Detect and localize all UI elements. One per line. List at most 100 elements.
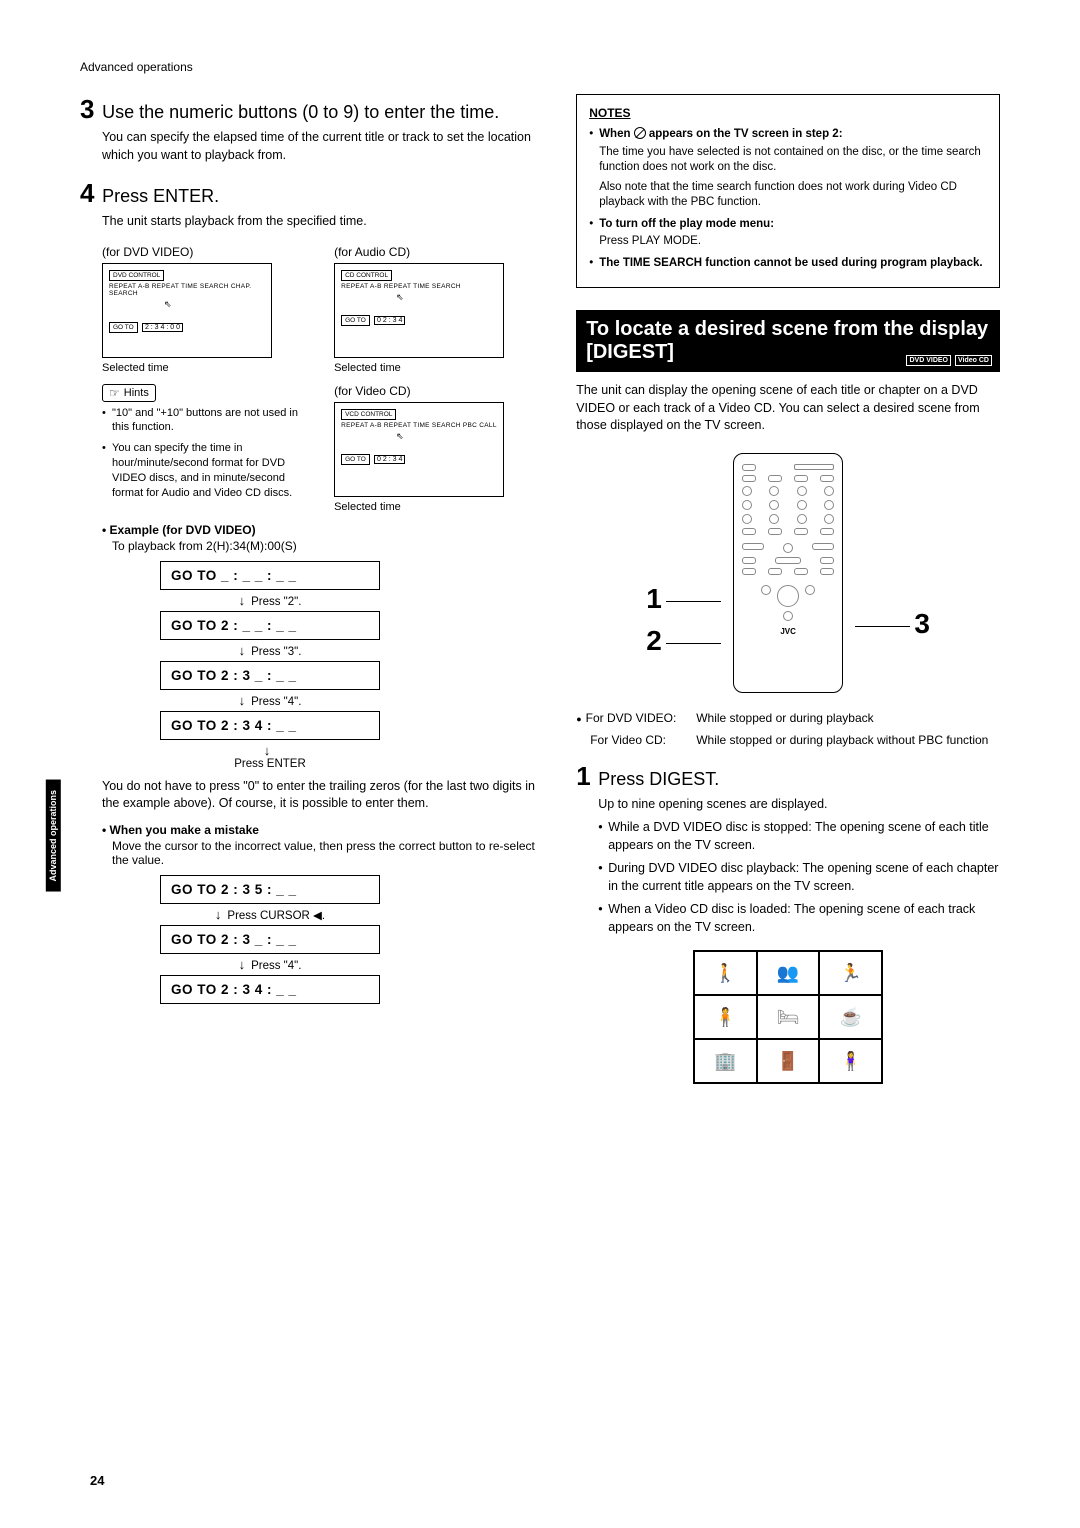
remote-diagram: 1 2 3 JVC <box>576 453 1000 693</box>
scene-cell-icon: 🧍 <box>694 995 757 1039</box>
osd-video-label: (for Video CD) <box>334 384 546 398</box>
goto-box: GO TO 2 : 3 5 : _ _ <box>160 875 380 904</box>
scene-cell-icon: 🏢 <box>694 1039 757 1083</box>
digest-step-1-num: 1 <box>576 761 590 791</box>
hints-block: ☞ Hints "10" and "+10" buttons are not u… <box>102 384 314 513</box>
step-3: 3 Use the numeric buttons (0 to 9) to en… <box>80 94 546 164</box>
note-item: The TIME SEARCH function cannot be used … <box>589 256 987 272</box>
dvd-badge: DVD VIDEO <box>906 355 951 366</box>
osd-dvd-time: 2 : 3 4 : 0 0 <box>142 323 183 332</box>
goto-box: GO TO 2 : 3 _ : _ _ <box>160 925 380 954</box>
prohibit-icon <box>634 127 646 139</box>
callout-1: 1 <box>646 583 662 615</box>
osd-audio-modes: REPEAT A-B REPEAT TIME SEARCH <box>341 283 497 290</box>
goto-box: GO TO 2 : 3 _ : _ _ <box>160 661 380 690</box>
scene-cell-icon: 👥 <box>757 951 820 995</box>
step-4-num: 4 <box>80 178 94 208</box>
cursor-icon: ⇖ <box>396 292 497 303</box>
osd-dvd-modes: REPEAT A-B REPEAT TIME SEARCH CHAP. SEAR… <box>109 283 265 297</box>
note-body: The time you have selected is not contai… <box>599 145 987 176</box>
osd-video-tag: VCD CONTROL <box>341 409 396 420</box>
osd-audio-caption: Selected time <box>334 362 546 374</box>
goto-arrow: ↓Press "4". <box>160 957 380 972</box>
hand-icon: ☞ <box>109 386 120 400</box>
osd-video-modes: REPEAT A-B REPEAT TIME SEARCH PBC CALL <box>341 422 497 429</box>
hint-item: "10" and "+10" buttons are not used in t… <box>102 406 314 436</box>
callout-3: 3 <box>914 608 930 640</box>
right-column: NOTES When appears on the TV screen in s… <box>576 94 1000 1084</box>
goto-arrow: ↓Press ENTER <box>160 743 380 770</box>
mistake-body: Move the cursor to the incorrect value, … <box>112 839 546 867</box>
notes-box: NOTES When appears on the TV screen in s… <box>576 94 1000 288</box>
note-item: When appears on the TV screen in step 2:… <box>589 127 987 211</box>
goto-box: GO TO 2 : 3 4 : _ _ <box>160 711 380 740</box>
example-note: You do not have to press "0" to enter th… <box>102 778 546 813</box>
goto-box: GO TO 2 : 3 4 : _ _ <box>160 975 380 1004</box>
callout-2: 2 <box>646 625 662 657</box>
goto-arrow: ↓Press CURSOR ◀. <box>160 907 380 922</box>
example-sequence: GO TO _ : _ _ : _ _ ↓Press "2". GO TO 2 … <box>160 561 380 770</box>
left-column: 3 Use the numeric buttons (0 to 9) to en… <box>80 94 546 1084</box>
cursor-icon: ⇖ <box>164 299 265 310</box>
step-4: 4 Press ENTER. The unit starts playback … <box>80 178 546 231</box>
vcd-badge: Video CD <box>955 355 992 366</box>
goto-arrow: ↓Press "3". <box>160 643 380 658</box>
osd-audio: (for Audio CD) CD CONTROL REPEAT A-B REP… <box>334 245 546 374</box>
note-body: Press PLAY MODE. <box>599 234 987 250</box>
osd-audio-tag: CD CONTROL <box>341 270 392 281</box>
mistake-heading: • When you make a mistake <box>102 823 546 837</box>
step-3-title: Use the numeric buttons (0 to 9) to ente… <box>102 102 499 122</box>
scene-cell-icon: 🚪 <box>757 1039 820 1083</box>
step-3-num: 3 <box>80 94 94 124</box>
osd-dvd: (for DVD VIDEO) DVD CONTROL REPEAT A-B R… <box>102 245 314 374</box>
goto-box: GO TO 2 : _ _ : _ _ <box>160 611 380 640</box>
context-vcd-text: While stopped or during playback without… <box>696 733 988 747</box>
osd-dvd-caption: Selected time <box>102 362 314 374</box>
context-vcd: For Video CD: While stopped or during pl… <box>576 733 1000 747</box>
step-4-body: The unit starts playback from the specif… <box>102 213 546 231</box>
example-intro: To playback from 2(H):34(M):00(S) <box>112 539 546 553</box>
scene-cell-icon: 🚶 <box>694 951 757 995</box>
remote-control-icon: JVC <box>733 453 843 693</box>
goto-arrow: ↓Press "4". <box>160 693 380 708</box>
osd-video: (for Video CD) VCD CONTROL REPEAT A-B RE… <box>334 384 546 513</box>
scene-grid: 🚶 👥 🏃 🧍 🛏 ☕ 🏢 🚪 🧍‍♀️ <box>693 950 883 1084</box>
page-header: Advanced operations <box>80 60 1000 74</box>
digest-step-1-body: Up to nine opening scenes are displayed. <box>598 796 1000 814</box>
step-3-body: You can specify the elapsed time of the … <box>102 129 546 164</box>
goto-tag: GO TO <box>109 322 138 333</box>
osd-video-time: 0 2 : 3 4 <box>374 455 405 464</box>
digest-item: When a Video CD disc is loaded: The open… <box>598 901 1000 936</box>
hints-tag: ☞ Hints <box>102 384 156 402</box>
scene-cell-icon: 🧍‍♀️ <box>819 1039 882 1083</box>
example-heading: • Example (for DVD VIDEO) <box>102 523 546 537</box>
section-intro: The unit can display the opening scene o… <box>576 382 1000 435</box>
scene-cell-icon: ☕ <box>819 995 882 1039</box>
digest-item: While a DVD VIDEO disc is stopped: The o… <box>598 819 1000 854</box>
goto-box: GO TO _ : _ _ : _ _ <box>160 561 380 590</box>
page-number: 24 <box>90 1473 104 1488</box>
scene-cell-icon: 🛏 <box>757 995 820 1039</box>
hint-item: You can specify the time in hour/minute/… <box>102 441 314 500</box>
osd-audio-time: 0 2 : 3 4 <box>374 316 405 325</box>
context-dvd: ●For DVD VIDEO: While stopped or during … <box>576 711 1000 725</box>
osd-video-caption: Selected time <box>334 501 546 513</box>
goto-tag: GO TO <box>341 454 370 465</box>
section-banner: To locate a desired scene from the displ… <box>576 310 1000 372</box>
osd-dvd-label: (for DVD VIDEO) <box>102 245 314 259</box>
step-4-title: Press ENTER. <box>102 186 219 206</box>
notes-title: NOTES <box>589 105 987 121</box>
goto-tag: GO TO <box>341 315 370 326</box>
goto-arrow: ↓Press "2". <box>160 593 380 608</box>
note-item: To turn off the play mode menu: Press PL… <box>589 217 987 250</box>
side-tab: Advanced operations <box>46 780 61 892</box>
remote-brand: JVC <box>742 627 834 636</box>
digest-step-1: 1 Press DIGEST. Up to nine opening scene… <box>576 761 1000 937</box>
cursor-icon: ⇖ <box>396 431 497 442</box>
digest-item: During DVD VIDEO disc playback: The open… <box>598 860 1000 895</box>
mistake-sequence: GO TO 2 : 3 5 : _ _ ↓Press CURSOR ◀. GO … <box>160 875 380 1004</box>
osd-audio-label: (for Audio CD) <box>334 245 546 259</box>
hints-label: Hints <box>124 387 149 399</box>
osd-dvd-tag: DVD CONTROL <box>109 270 164 281</box>
digest-step-1-title: Press DIGEST. <box>598 769 719 789</box>
